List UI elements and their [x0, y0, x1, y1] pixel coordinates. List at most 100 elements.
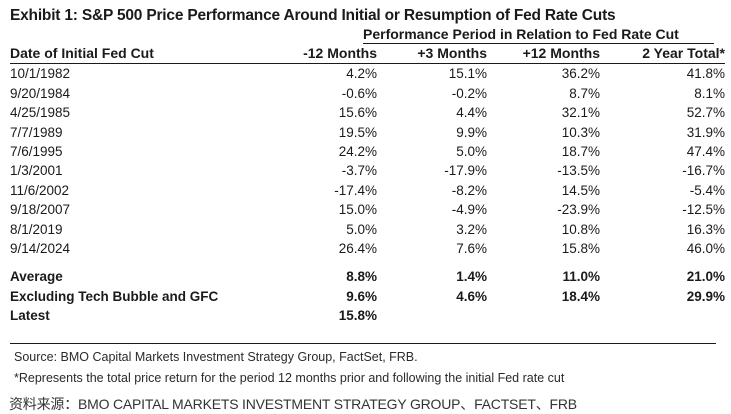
- value-cell: 8.8%: [346, 269, 377, 285]
- value-cell: -5.4%: [689, 182, 725, 198]
- value-cell: -3.7%: [341, 163, 377, 179]
- value-cell: 4.6%: [456, 288, 487, 304]
- value-cell: 7.6%: [456, 241, 487, 257]
- table-row: 1/3/2001 -3.7% -17.9% -13.5% -16.7%: [10, 161, 725, 180]
- value-cell: 11.0%: [562, 269, 600, 285]
- value-cell: 3.2%: [456, 221, 487, 237]
- value-cell: -0.6%: [341, 85, 377, 101]
- table-row: 9/18/2007 15.0% -4.9% -23.9% -12.5%: [10, 200, 725, 219]
- table-row: 7/7/1989 19.5% 9.9% 10.3% 31.9%: [10, 123, 725, 142]
- table-row: 10/1/1982 4.2% 15.1% 36.2% 41.8%: [10, 64, 725, 84]
- exhibit-title: Exhibit 1: S&P 500 Price Performance Aro…: [10, 7, 616, 24]
- row-label-cell: 7/7/1989: [10, 124, 63, 140]
- value-cell: 19.5%: [338, 124, 377, 140]
- source-divider: [10, 343, 716, 344]
- row-label-cell: Latest: [10, 308, 50, 324]
- table-row: 9/14/2024 26.4% 7.6% 15.8% 46.0%: [10, 239, 725, 258]
- table-row: 8/1/2019 5.0% 3.2% 10.8% 16.3%: [10, 220, 725, 239]
- performance-table-wrapper: Date of Initial Fed Cut -12 Months +3 Mo…: [10, 44, 725, 326]
- value-cell: -0.2%: [451, 85, 487, 101]
- value-cell: 4.2%: [346, 66, 377, 82]
- table-row: 7/6/1995 24.2% 5.0% 18.7% 47.4%: [10, 142, 725, 161]
- row-label-cell: 9/20/1984: [10, 85, 71, 101]
- row-label-cell: 10/1/1982: [10, 66, 71, 82]
- value-cell: 29.9%: [686, 288, 725, 304]
- value-cell: 5.0%: [456, 144, 487, 160]
- value-cell: 10.8%: [561, 221, 600, 237]
- spacer-cell: [260, 258, 377, 267]
- value-cell: 15.6%: [338, 105, 377, 121]
- table-row: 4/25/1985 15.6% 4.4% 32.1% 52.7%: [10, 103, 725, 122]
- row-label-cell: 11/6/2002: [10, 182, 70, 198]
- value-cell: 16.3%: [686, 221, 725, 237]
- value-cell: 8.7%: [569, 85, 600, 101]
- value-cell: 26.4%: [338, 241, 377, 257]
- value-cell: 15.8%: [338, 308, 377, 324]
- value-cell: 15.1%: [448, 66, 487, 82]
- value-cell: 18.4%: [561, 288, 600, 304]
- performance-table: Date of Initial Fed Cut -12 Months +3 Mo…: [10, 44, 725, 326]
- value-cell: -12.5%: [682, 202, 725, 218]
- table-spacer-row: [10, 258, 725, 267]
- spacer-cell: [377, 258, 487, 267]
- value-cell: 9.9%: [456, 124, 487, 140]
- footnote: *Represents the total price return for t…: [14, 371, 565, 385]
- spacer-cell: [600, 258, 725, 267]
- data-source-caption: 资料来源：BMO CAPITAL MARKETS INVESTMENT STRA…: [9, 396, 577, 412]
- column-header: -12 Months: [260, 44, 377, 65]
- performance-period-underline: [363, 43, 714, 44]
- summary-row: Average 8.8% 1.4% 11.0% 21.0%: [10, 267, 725, 286]
- column-header: +12 Months: [487, 44, 600, 65]
- summary-row: Latest 15.8%: [10, 306, 725, 325]
- value-cell: 14.5%: [561, 182, 600, 198]
- value-cell: -8.2%: [451, 182, 487, 198]
- value-cell: 47.4%: [686, 144, 725, 160]
- value-cell: 10.3%: [561, 124, 600, 140]
- value-cell: -13.5%: [557, 163, 600, 179]
- table-body: 10/1/1982 4.2% 15.1% 36.2% 41.8% 9/20/1984 -0.…: [10, 64, 725, 326]
- value-cell: 46.0%: [686, 241, 725, 257]
- value-cell: 15.8%: [561, 241, 600, 257]
- value-cell: 32.1%: [561, 105, 600, 121]
- table-row: 9/20/1984 -0.6% -0.2% 8.7% 8.1%: [10, 84, 725, 103]
- value-cell: 5.0%: [346, 221, 377, 237]
- value-cell: 31.9%: [686, 124, 725, 140]
- spacer-cell: [487, 258, 600, 267]
- row-label-cell: 4/25/1985: [10, 105, 71, 121]
- table-row: 11/6/2002 -17.4% -8.2% 14.5% -5.4%: [10, 181, 725, 200]
- column-header: +3 Months: [377, 44, 487, 65]
- row-label-cell: 9/18/2007: [10, 202, 71, 218]
- row-label-cell: Average: [10, 269, 63, 285]
- value-cell: 8.1%: [694, 85, 725, 101]
- row-label-cell: 8/1/2019: [10, 221, 63, 237]
- value-cell: 21.0%: [686, 269, 725, 285]
- row-label-cell: 9/14/2024: [10, 241, 71, 257]
- value-cell: [377, 306, 487, 325]
- spacer-cell: [10, 258, 260, 267]
- table-header-row: Date of Initial Fed Cut -12 Months +3 Mo…: [10, 44, 725, 65]
- row-label-cell: 1/3/2001: [10, 163, 63, 179]
- value-cell: -16.7%: [682, 163, 725, 179]
- column-header: Date of Initial Fed Cut: [10, 44, 260, 65]
- value-cell: -17.4%: [334, 182, 377, 198]
- value-cell: 52.7%: [686, 105, 725, 121]
- value-cell: 4.4%: [456, 105, 487, 121]
- column-header: 2 Year Total*: [600, 44, 725, 65]
- row-label-cell: 7/6/1995: [10, 144, 63, 160]
- summary-row: Excluding Tech Bubble and GFC 9.6% 4.6% 18.…: [10, 287, 725, 306]
- value-cell: [600, 306, 725, 325]
- value-cell: -23.9%: [557, 202, 600, 218]
- value-cell: 15.0%: [338, 202, 377, 218]
- performance-period-label: Performance Period in Relation to Fed Ra…: [363, 26, 679, 42]
- source-note: Source: BMO Capital Markets Investment S…: [14, 350, 418, 364]
- value-cell: 1.4%: [456, 269, 487, 285]
- value-cell: 18.7%: [561, 144, 600, 160]
- value-cell: [487, 306, 600, 325]
- value-cell: 24.2%: [338, 144, 377, 160]
- value-cell: -4.9%: [451, 202, 487, 218]
- value-cell: 9.6%: [346, 288, 377, 304]
- value-cell: 36.2%: [561, 66, 600, 82]
- value-cell: 41.8%: [686, 66, 725, 82]
- value-cell: -17.9%: [444, 163, 487, 179]
